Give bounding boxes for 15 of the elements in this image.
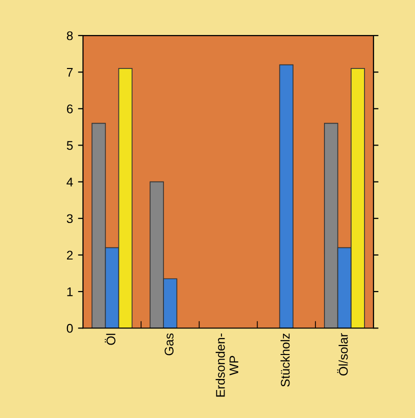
x-tick-label: Erdsonden- WP	[216, 334, 238, 397]
y-tick-label: 1	[67, 287, 73, 296]
x-tick-label: Gas	[164, 333, 174, 356]
y-tick-label: 6	[66, 104, 73, 114]
x-tick-label: Stückholz	[280, 334, 290, 387]
y-tick-label: 2	[66, 250, 73, 260]
y-tick-label: 4	[66, 178, 73, 186]
x-tick-label: Öl	[104, 334, 116, 345]
y-tick-label: 0	[66, 324, 73, 333]
bar	[279, 64, 294, 328]
y-tick-label: 8	[66, 31, 73, 40]
y-tick-label: 7	[66, 68, 73, 77]
y-tick-label: 5	[66, 141, 73, 150]
y-tick-label: 3	[66, 214, 73, 224]
x-tick-label: Öl/solar	[337, 333, 348, 376]
